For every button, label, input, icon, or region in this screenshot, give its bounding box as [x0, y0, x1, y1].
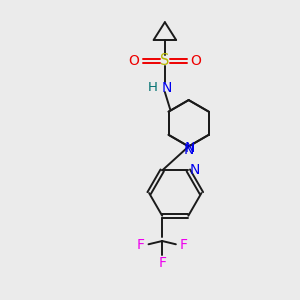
Text: N: N: [184, 143, 194, 157]
Text: N: N: [184, 141, 195, 155]
Text: S: S: [160, 53, 170, 68]
Text: N: N: [162, 81, 172, 94]
Text: F: F: [158, 256, 166, 270]
Text: N: N: [190, 164, 200, 177]
Text: F: F: [137, 238, 145, 253]
Text: O: O: [190, 54, 202, 68]
Text: O: O: [128, 54, 139, 68]
Text: H: H: [147, 81, 157, 94]
Text: F: F: [180, 238, 188, 253]
